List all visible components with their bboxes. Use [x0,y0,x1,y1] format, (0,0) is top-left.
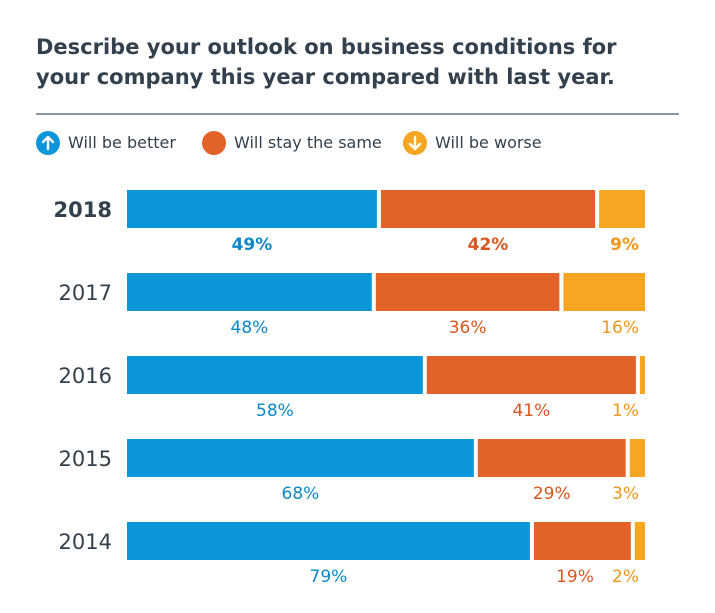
data-label: 48% [231,318,269,338]
data-label: 29% [533,484,571,504]
bar-segment [127,190,377,228]
data-label: 36% [449,318,487,338]
category-label: 2018 [54,198,112,222]
data-label: 2% [612,567,639,587]
category-label: 2017 [59,281,112,305]
legend-label-worse: Will be worse [435,133,542,152]
legend-label-better: Will be better [68,133,176,152]
bar-segment [380,190,596,228]
data-label: 1% [612,401,639,421]
bar-segment [426,356,636,394]
data-label: 79% [310,567,348,587]
bar-segment [477,439,626,477]
data-label: 49% [232,235,273,255]
data-label: 9% [610,235,639,255]
data-label: 41% [512,401,550,421]
data-label: 19% [556,567,594,587]
bar-segment [629,439,645,477]
circle-icon [202,131,226,155]
bar-segment [639,356,645,394]
data-label: 16% [601,318,639,338]
bar-segment [634,522,645,560]
bar-segment [375,273,560,311]
bar-segment [127,439,474,477]
data-label: 68% [282,484,320,504]
category-label: 2015 [59,447,112,471]
category-label: 2016 [59,364,112,388]
bar-segment [563,273,645,311]
bar-segment [599,190,645,228]
legend-label-same: Will stay the same [234,133,382,152]
bar-segment [127,356,423,394]
data-label: 3% [612,484,639,504]
chart-title: Describe your outlook on business condit… [36,35,617,89]
bar-segment [127,273,372,311]
arrow-up-icon [36,131,60,155]
arrow-down-icon [403,131,427,155]
data-label: 42% [468,235,509,255]
data-label: 58% [256,401,294,421]
title-divider [36,113,679,115]
category-label: 2014 [59,530,112,554]
bar-segment [127,522,530,560]
bar-segment [533,522,631,560]
